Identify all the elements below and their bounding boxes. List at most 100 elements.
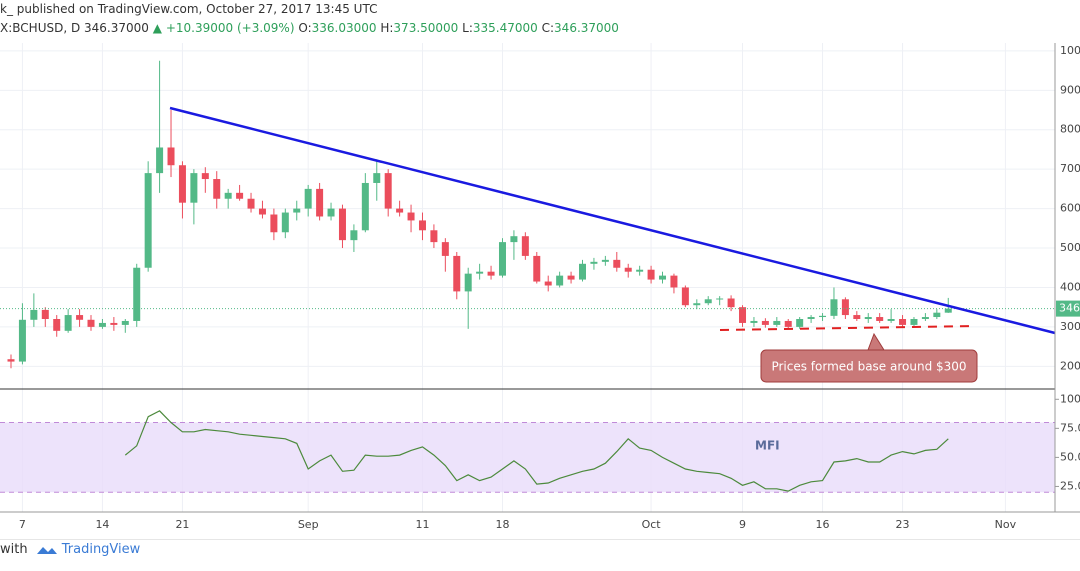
candle-body — [327, 208, 335, 217]
ohlc-label: O: — [298, 21, 312, 35]
candle-body — [144, 173, 152, 268]
candle-body — [784, 320, 792, 327]
candle-body — [293, 208, 301, 213]
candle-body — [384, 173, 392, 209]
candle-body — [773, 320, 781, 325]
change: +10.39000 (+3.09%) — [165, 21, 295, 35]
chart: Prices formed base around $300 MFI 7 14 21… — [0, 43, 1080, 540]
candle-body — [647, 269, 655, 280]
candle-body — [590, 261, 598, 264]
trend-line — [169, 106, 1056, 335]
candle-body — [864, 317, 872, 319]
y-tick-label: 600 — [1060, 202, 1080, 215]
x-tick-label: 16 — [816, 518, 830, 531]
candle-body — [853, 315, 861, 319]
x-tick-label: 23 — [896, 518, 910, 531]
candle-body — [304, 188, 312, 209]
candle-body — [418, 220, 426, 231]
y-tick-label: 800 — [1060, 123, 1080, 136]
candle-body — [270, 214, 278, 233]
mfi-band — [0, 422, 1055, 493]
candle-body — [681, 287, 689, 306]
x-tick-label: Sep — [298, 518, 319, 531]
candle-body — [98, 322, 106, 327]
candle-body — [53, 319, 61, 331]
candle-body — [476, 271, 484, 274]
candle-body — [167, 147, 175, 166]
candle-body — [533, 255, 541, 282]
ohlc-label: L: — [462, 21, 473, 35]
candle-body — [76, 315, 84, 320]
candle-body — [190, 173, 198, 203]
indicator-title: MFI — [755, 439, 780, 453]
symbol: X:BCHUSD, D — [0, 21, 81, 35]
candle-body — [613, 259, 621, 268]
support-line — [719, 325, 976, 331]
candle-body — [464, 273, 472, 292]
candle-body — [521, 236, 529, 256]
candle-body — [396, 208, 404, 213]
candle-body — [887, 319, 895, 321]
x-tick-label: 7 — [19, 518, 26, 531]
mfi-tick-label: 25.00 — [1060, 479, 1080, 492]
x-tick-label: Oct — [642, 518, 662, 531]
candle-body — [258, 208, 266, 215]
candle-body — [18, 319, 26, 362]
candle-body — [224, 192, 232, 199]
callout — [760, 349, 978, 383]
candle-body — [876, 317, 884, 321]
candle-body — [819, 315, 827, 318]
mfi-line — [124, 410, 949, 492]
candle-body — [281, 212, 289, 233]
candle-body — [178, 165, 186, 203]
x-tick-label: 9 — [739, 518, 746, 531]
candle-body — [944, 308, 952, 313]
candle-body — [933, 312, 941, 318]
candle-body — [453, 255, 461, 292]
candle-body — [750, 320, 758, 323]
annotation: Prices formed base around $300 — [771, 360, 966, 374]
candle-body — [670, 275, 678, 288]
candle-body — [830, 299, 838, 316]
footer-text: with — [0, 542, 28, 557]
mfi-tick-label: 100 — [1060, 392, 1080, 405]
candle-body — [247, 198, 255, 209]
candle-body — [510, 236, 518, 243]
candle-body — [361, 182, 369, 231]
candle-body — [30, 309, 38, 320]
candle-body — [236, 192, 244, 199]
candle-body — [201, 173, 209, 180]
ohlc-label: H: — [380, 21, 394, 35]
candle-body — [567, 275, 575, 280]
ohlc-value: 373.50000 — [393, 21, 459, 35]
candle-body — [659, 275, 667, 280]
x-tick-label: Nov — [995, 518, 1017, 531]
candle-body — [64, 315, 72, 331]
candle-body — [487, 271, 495, 276]
price: 346.37000 — [84, 21, 149, 35]
y-tick-label: 500 — [1060, 241, 1080, 254]
candle-body — [350, 230, 358, 241]
ohlc-value: 335.47000 — [472, 21, 538, 35]
candle-body — [761, 320, 769, 325]
candle-body — [579, 263, 586, 280]
brand: TradingView — [61, 542, 141, 557]
candle-body — [796, 319, 804, 327]
candle-body — [601, 259, 609, 262]
x-tick-label: 21 — [175, 518, 189, 531]
candle-body — [716, 298, 724, 300]
candle-body — [807, 317, 815, 319]
candle-body — [110, 322, 118, 325]
candle-body — [624, 267, 632, 272]
candle-body — [441, 242, 449, 256]
header: k_ published on TradingView.com, October… — [0, 2, 619, 35]
logo — [36, 546, 57, 554]
candle-body — [7, 359, 15, 362]
candle-body — [373, 173, 381, 183]
y-tick-label: 300 — [1060, 320, 1080, 333]
candle-body — [544, 281, 552, 286]
candle-body — [87, 319, 95, 327]
candle-body — [556, 275, 564, 286]
candle-body — [704, 299, 712, 304]
